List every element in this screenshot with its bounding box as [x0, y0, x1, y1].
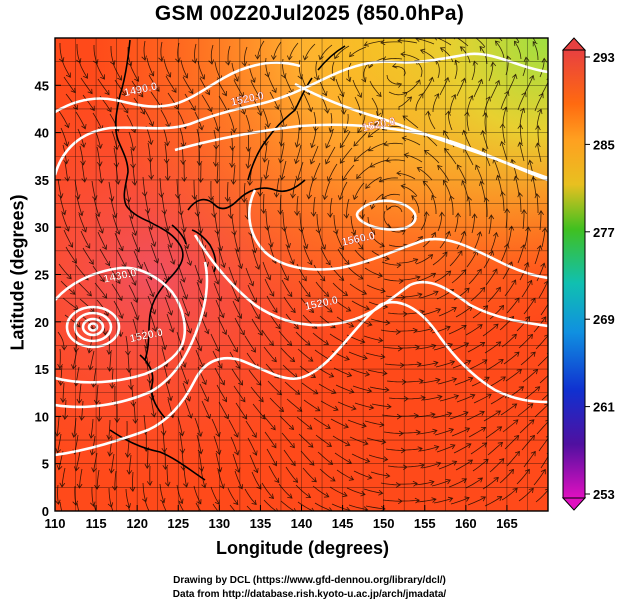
colorbar-label: 277: [593, 225, 615, 240]
y-tick-label: 20: [35, 315, 49, 330]
y-tick-label: 45: [35, 78, 49, 93]
x-tick-label: 115: [86, 516, 107, 531]
credit-drawing: Drawing by DCL (https://www.gfd-dennou.o…: [173, 575, 446, 586]
x-tick-label: 160: [455, 516, 477, 531]
colorbar-label: 269: [593, 312, 615, 327]
x-tick-label: 120: [126, 516, 148, 531]
colorbar-top-arrow: [561, 37, 587, 51]
x-tick-labels: 110 115 120 125 130 135 140 145 150 155 160 165: [45, 505, 518, 531]
x-tick-label: 145: [332, 516, 354, 531]
colorbar-label: 261: [593, 400, 615, 415]
y-tick-label: 15: [35, 362, 49, 377]
lat-lon-grid: [55, 38, 548, 511]
colorbar: 293 285 277 269 261 253: [561, 37, 615, 511]
credit-data: Data from http://database.rish.kyoto-u.a…: [172, 589, 447, 600]
colorbar-label: 253: [593, 487, 615, 502]
x-tick-label: 110: [45, 516, 66, 531]
colorbar-labels: 293 285 277 269 261 253: [585, 50, 615, 502]
colorbar-label: 293: [593, 50, 615, 65]
y-tick-label: 25: [35, 268, 49, 283]
x-tick-label: 150: [373, 516, 395, 531]
colorbar-scale: [562, 49, 586, 499]
height-contours: [55, 52, 548, 457]
x-axis-label: Longitude (degrees): [215, 538, 389, 558]
y-tick-label: 5: [42, 457, 49, 472]
y-tick-labels: 0 5 10 15 20 25 30 35 40 45: [35, 78, 61, 519]
x-tick-label: 155: [414, 516, 436, 531]
y-tick-label: 10: [35, 409, 49, 424]
x-tick-label: 140: [291, 516, 313, 531]
x-tick-label: 130: [208, 516, 230, 531]
x-tick-label: 165: [496, 516, 518, 531]
x-tick-label: 135: [250, 516, 272, 531]
colorbar-bottom-arrow: [561, 497, 587, 511]
chart-title: GSM 00Z20Jul2025 (850.0hPa): [154, 2, 465, 25]
y-tick-label: 0: [42, 504, 49, 519]
x-tick-label: 125: [167, 516, 189, 531]
y-tick-label: 35: [35, 173, 49, 188]
y-tick-label: 30: [35, 220, 49, 235]
y-tick-label: 40: [35, 126, 49, 141]
colorbar-label: 285: [593, 137, 615, 152]
